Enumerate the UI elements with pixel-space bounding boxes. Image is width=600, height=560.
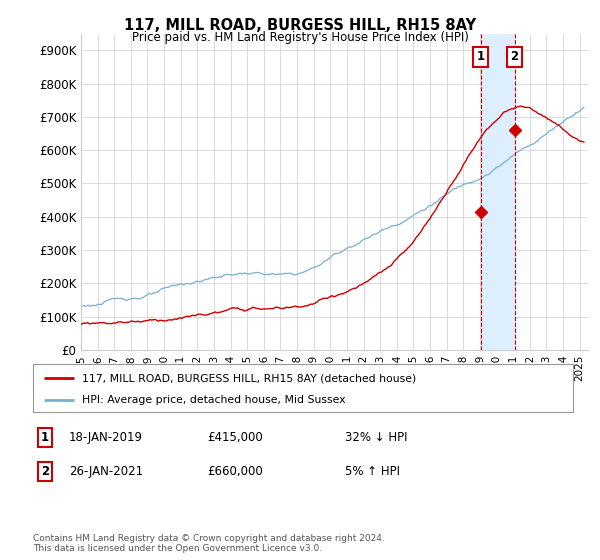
Text: £660,000: £660,000 [207,465,263,478]
Text: 117, MILL ROAD, BURGESS HILL, RH15 8AY (detached house): 117, MILL ROAD, BURGESS HILL, RH15 8AY (… [82,374,416,383]
Text: 117, MILL ROAD, BURGESS HILL, RH15 8AY: 117, MILL ROAD, BURGESS HILL, RH15 8AY [124,18,476,33]
Text: 1: 1 [41,431,49,445]
Text: 2: 2 [41,465,49,478]
Text: 32% ↓ HPI: 32% ↓ HPI [345,431,407,445]
Text: 5% ↑ HPI: 5% ↑ HPI [345,465,400,478]
Bar [481,34,515,350]
Text: 18-JAN-2019: 18-JAN-2019 [69,431,143,445]
Text: HPI: Average price, detached house, Mid Sussex: HPI: Average price, detached house, Mid … [82,395,345,405]
Text: £415,000: £415,000 [207,431,263,445]
Text: 2: 2 [511,50,518,63]
Text: Contains HM Land Registry data © Crown copyright and database right 2024.
This d: Contains HM Land Registry data © Crown c… [33,534,385,553]
Text: 26-JAN-2021: 26-JAN-2021 [69,465,143,478]
Text: 1: 1 [477,50,485,63]
Text: Price paid vs. HM Land Registry's House Price Index (HPI): Price paid vs. HM Land Registry's House … [131,31,469,44]
